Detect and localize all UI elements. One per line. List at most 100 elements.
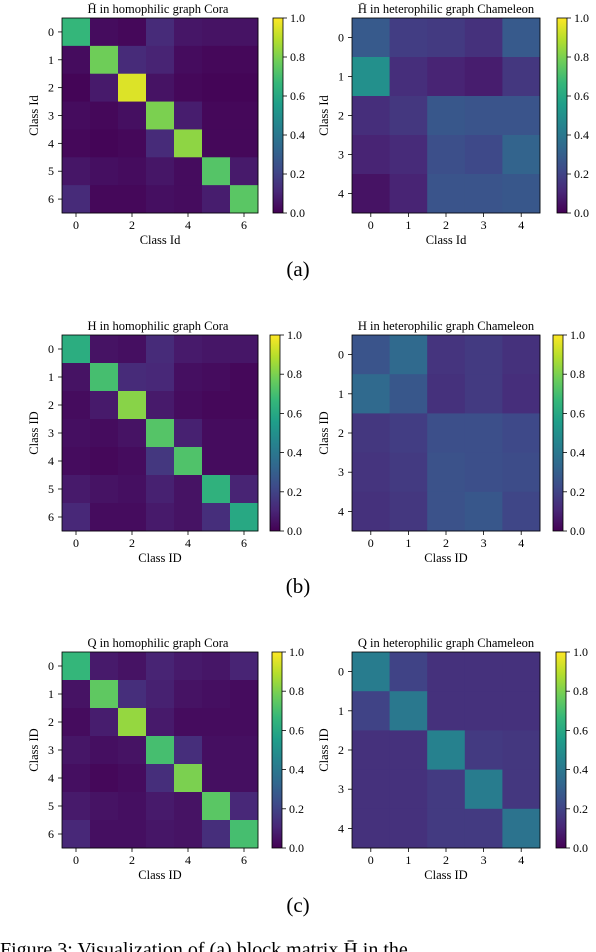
heatmap-cell-0-2: [427, 335, 466, 375]
x-tick-label: 6: [241, 536, 247, 550]
heatmap-cell-1-1: [389, 374, 428, 414]
colorbar-tick-label: 1.0: [290, 11, 305, 25]
heatmap-cell-4-4: [174, 764, 203, 793]
heatmap-cell-1-1: [90, 680, 119, 709]
heatmap-cell-5-2: [118, 792, 147, 821]
heatmap-cell-6-4: [174, 503, 203, 532]
x-axis-label: Class ID: [424, 868, 467, 882]
chart-title: H in homophilic graph Cora: [88, 319, 229, 333]
heatmap-cell-6-3: [146, 503, 175, 532]
y-axis-label: Class Id: [27, 94, 41, 135]
x-tick-label: 1: [405, 853, 411, 867]
x-axis-label: Class Id: [140, 233, 181, 247]
y-tick-label: 1: [338, 70, 344, 84]
colorbar-tick-label: 0.2: [287, 485, 302, 499]
heatmap-cell-1-0: [62, 45, 91, 75]
heatmap-cell-6-5: [202, 820, 231, 849]
y-tick-label: 4: [338, 821, 344, 835]
heatmap-cell-0-6: [230, 335, 259, 364]
heatmap-cell-4-2: [118, 764, 147, 793]
heatmap-cell-0-2: [427, 18, 466, 58]
heatmap-cell-5-0: [62, 157, 91, 186]
colorbar-tick-label: 1.0: [570, 328, 585, 342]
heatmap-cell-4-1: [90, 129, 119, 158]
heatmap-cell-2-6: [230, 708, 259, 737]
heatmap-cell-0-0: [62, 652, 91, 681]
y-tick-label: 1: [338, 387, 344, 401]
heatmap-cell-4-2: [427, 174, 466, 214]
heatmap-cell-3-2: [427, 452, 466, 493]
heatmap-cell-4-3: [464, 491, 503, 532]
heatmap-cell-1-3: [146, 363, 175, 392]
heatmap-cell-0-1: [90, 335, 119, 364]
colorbar-tick-label: 0.2: [290, 167, 305, 181]
heatmap-cell-3-1: [389, 769, 428, 810]
heatmap-cell-0-3: [146, 652, 175, 681]
heatmap-cell-3-3: [464, 769, 503, 810]
heatmap-cell-2-3: [464, 730, 503, 770]
heatmap-cell-2-4: [502, 413, 541, 453]
y-tick-label: 0: [338, 665, 344, 679]
heatmap-cell-0-3: [464, 335, 503, 375]
colorbar-tick-label: 0.8: [573, 684, 588, 698]
heatmap-cell-4-4: [502, 491, 541, 532]
colorbar-tick-label: 0.0: [290, 206, 305, 220]
heatmap-cell-2-3: [146, 708, 175, 737]
heatmap-cell-1-1: [90, 363, 119, 392]
heatmap-cell-2-2: [118, 391, 147, 420]
colorbar-tick-label: 0.0: [289, 841, 304, 855]
heatmap-cell-3-0: [62, 101, 91, 130]
heatmap-cell-4-3: [146, 129, 175, 158]
heatmap-cell-5-6: [230, 792, 259, 821]
heatmap-cell-2-3: [146, 391, 175, 420]
heatmap-cell-2-1: [90, 73, 119, 102]
heatmap-cell-3-0: [352, 769, 390, 810]
heatmap-cell-1-5: [202, 680, 231, 709]
colorbar-tick-label: 0.6: [290, 89, 305, 103]
colorbar: [552, 334, 564, 532]
heatmap-cell-3-1: [90, 419, 119, 448]
heatmap-cell-0-2: [118, 652, 147, 681]
x-tick-label: 4: [185, 218, 191, 232]
x-tick-label: 2: [129, 218, 135, 232]
y-tick-label: 4: [48, 454, 54, 468]
heatmap-cell-1-5: [202, 45, 231, 75]
heatmap-cell-4-2: [427, 808, 466, 849]
y-tick-label: 3: [338, 465, 344, 479]
heatmap-cell-3-4: [174, 101, 203, 130]
heatmap-cell-3-1: [90, 736, 119, 765]
heatmap-cell-4-2: [427, 491, 466, 532]
heatmap-cell-3-2: [427, 769, 466, 810]
x-tick-label: 0: [368, 536, 374, 550]
heatmap-cell-3-1: [389, 135, 428, 175]
y-tick-label: 4: [338, 187, 344, 201]
heatmap-cell-6-6: [230, 185, 259, 214]
colorbar-tick-label: 1.0: [289, 645, 304, 659]
heatmap-cell-0-1: [90, 652, 119, 681]
heatmap-cell-1-3: [464, 57, 503, 97]
caption-c: (c): [286, 893, 310, 917]
heatmap-cell-1-4: [174, 680, 203, 709]
heatmap-cell-1-1: [90, 45, 119, 75]
y-axis-label: Class Id: [317, 94, 331, 135]
heatmap-cell-0-1: [389, 335, 428, 375]
heatmap-cell-1-2: [118, 363, 147, 392]
heatmap-cell-6-2: [118, 503, 147, 532]
heatmap-cell-3-4: [502, 452, 541, 493]
x-tick-label: 2: [443, 536, 449, 550]
heatmap-cell-3-2: [427, 135, 466, 175]
heatmap-cell-5-1: [90, 792, 119, 821]
colorbar-tick-label: 0.2: [573, 802, 588, 816]
heatmap-cell-3-3: [464, 135, 503, 175]
y-tick-label: 2: [48, 81, 54, 95]
heatmap-cell-5-5: [202, 792, 231, 821]
heatmap-cell-1-5: [202, 363, 231, 392]
heatmap-cell-3-0: [352, 452, 390, 493]
heatmap-cell-4-2: [118, 129, 147, 158]
heatmap-cell-0-6: [230, 652, 259, 681]
heatmap-cell-6-4: [174, 820, 203, 849]
heatmap-cell-2-1: [389, 96, 428, 136]
heatmap-cell-5-6: [230, 157, 259, 186]
heatmap-cell-3-2: [118, 736, 147, 765]
heatmap-cell-4-6: [230, 447, 259, 476]
